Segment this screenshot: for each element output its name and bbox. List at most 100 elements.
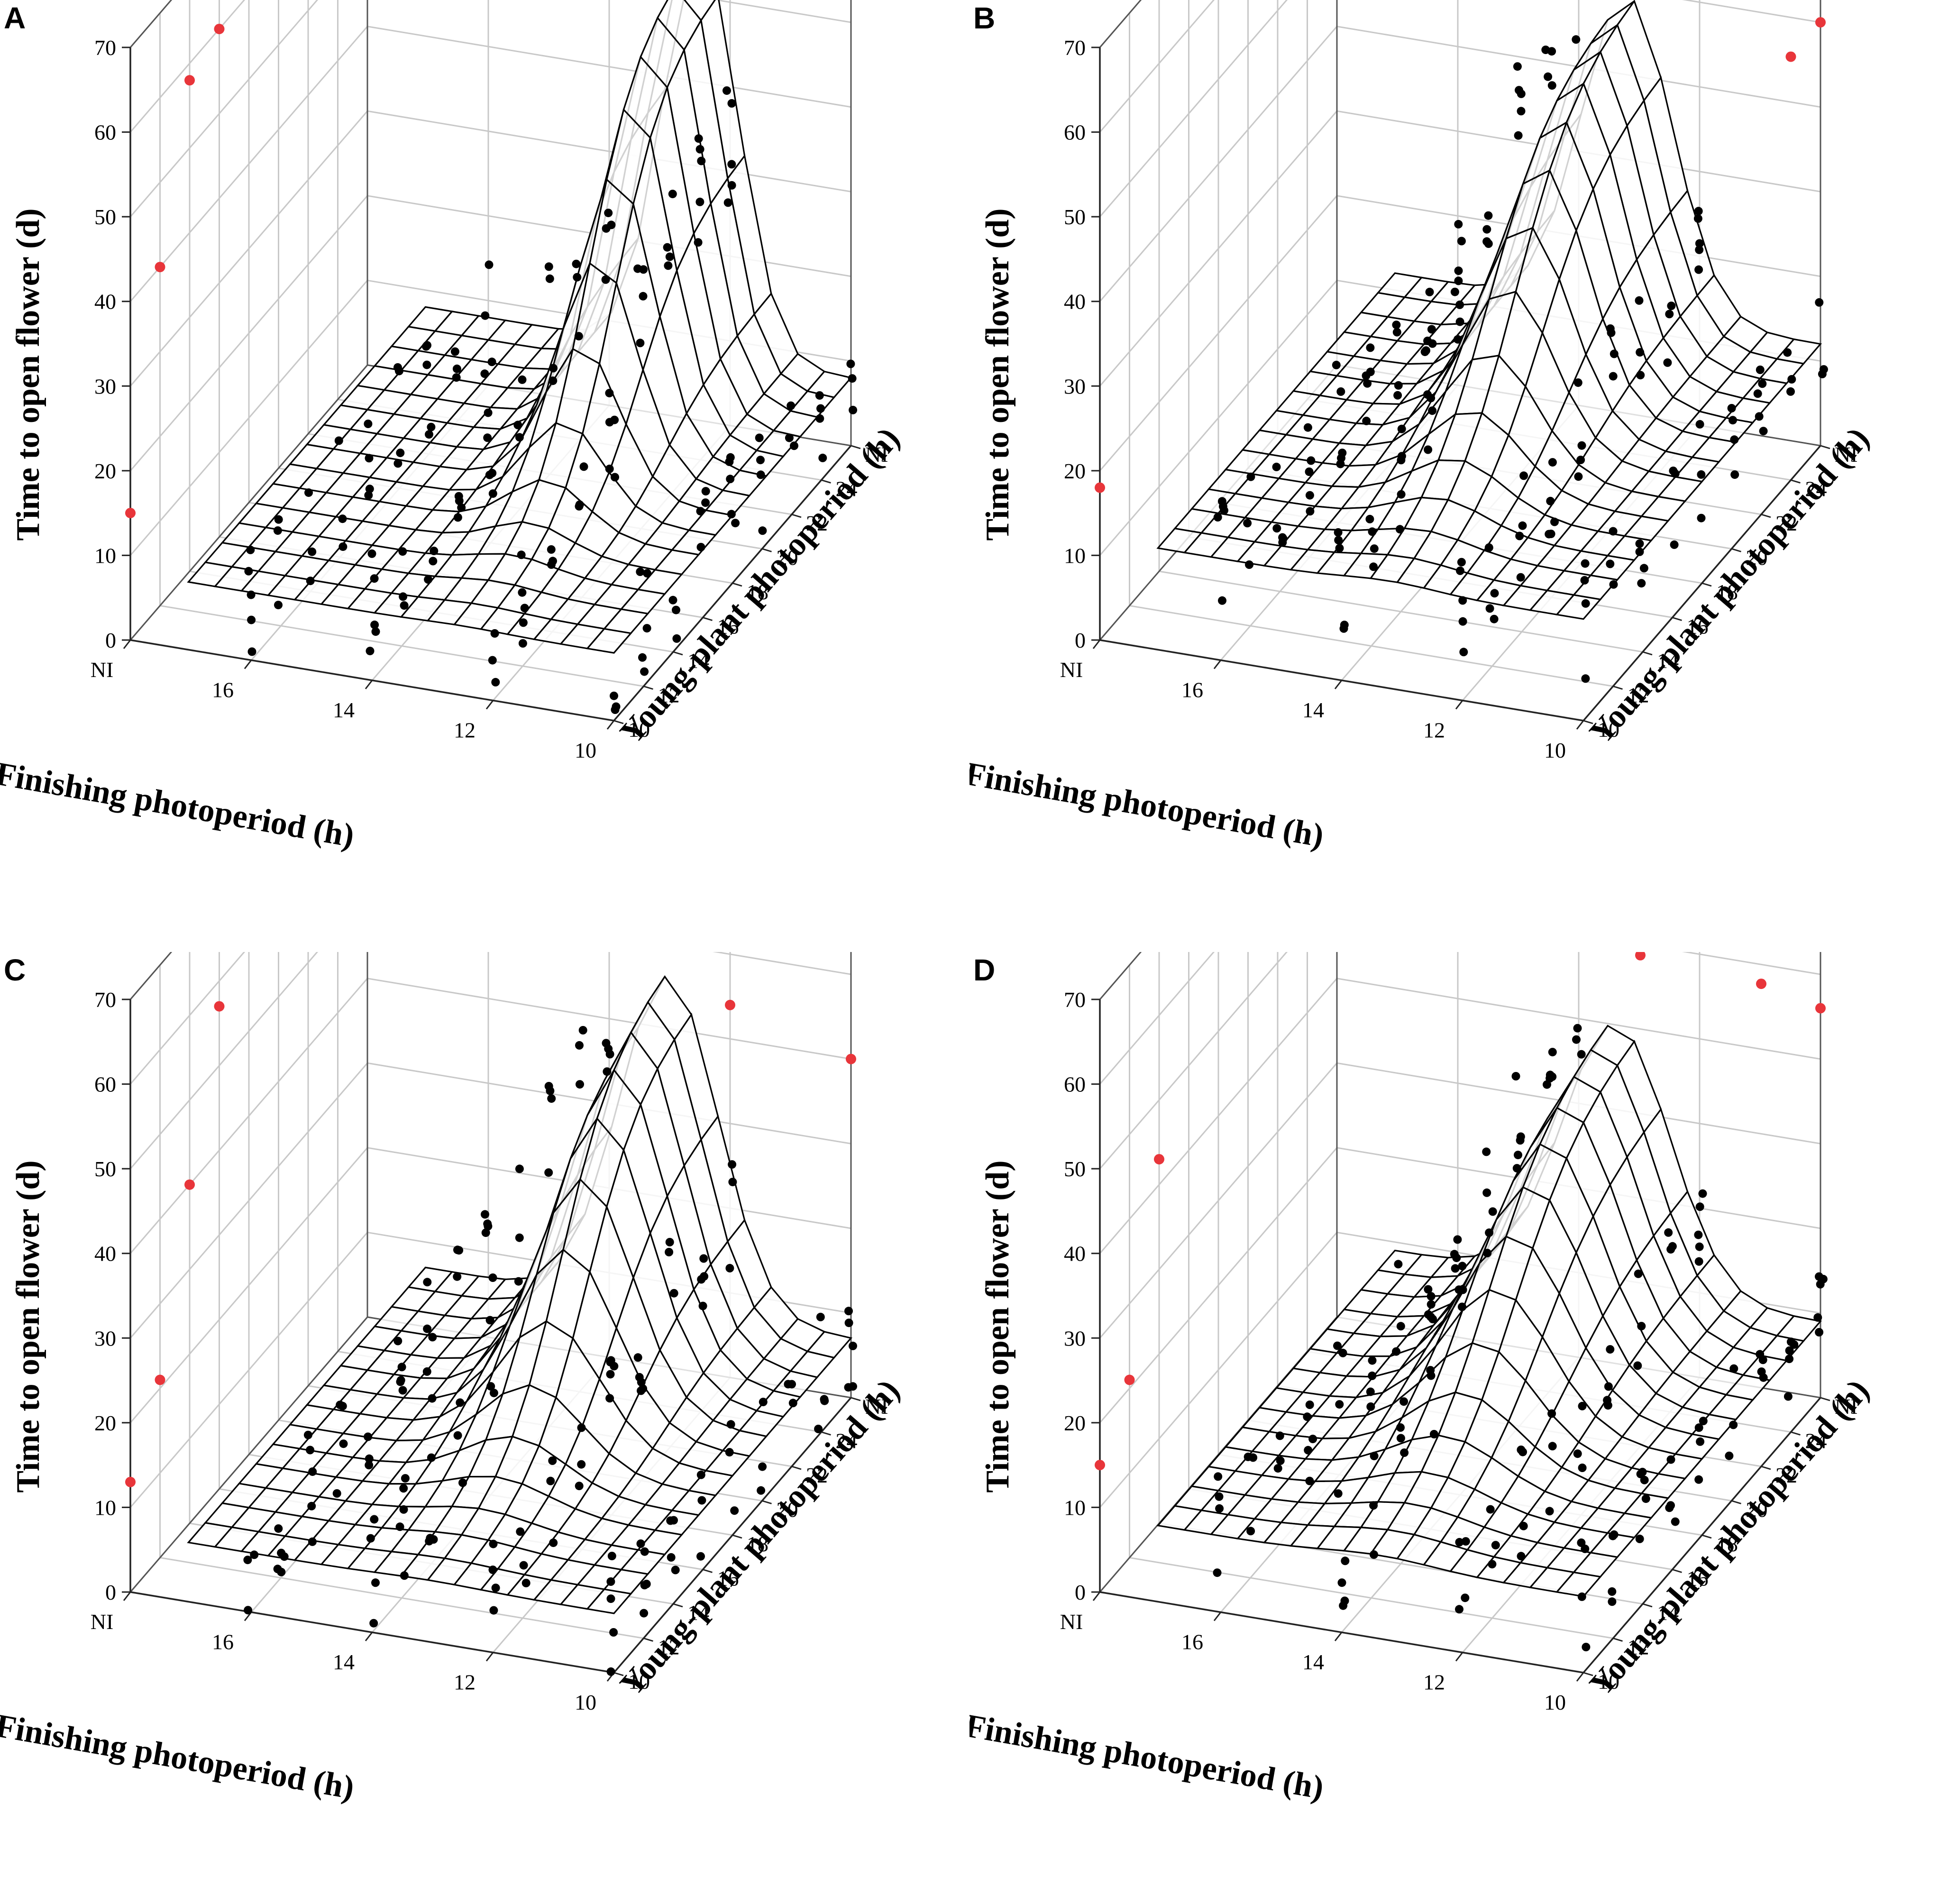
data-point xyxy=(1515,531,1524,540)
data-point xyxy=(1455,300,1464,309)
data-point xyxy=(1243,519,1252,528)
z-tick-label: 50 xyxy=(1064,205,1086,229)
data-point xyxy=(1813,1313,1822,1322)
data-point xyxy=(758,526,767,535)
data-point xyxy=(633,1353,642,1362)
data-point xyxy=(1275,1431,1284,1440)
data-point xyxy=(244,1606,253,1615)
data-point xyxy=(696,507,705,516)
data-point xyxy=(1458,596,1467,605)
data-point xyxy=(606,1667,615,1676)
data-point xyxy=(1634,1269,1643,1278)
data-point xyxy=(1694,1257,1703,1266)
data-point xyxy=(1517,1552,1526,1561)
data-point xyxy=(519,618,528,627)
data-point xyxy=(1461,1593,1470,1602)
data-point xyxy=(1420,348,1429,357)
data-point xyxy=(1577,1538,1586,1547)
z-tick-label: 60 xyxy=(1064,1072,1086,1097)
data-point xyxy=(481,1228,490,1237)
data-point xyxy=(725,1448,734,1457)
data-point xyxy=(549,557,557,566)
data-point xyxy=(1729,416,1737,425)
z-tick-label: 50 xyxy=(1064,1157,1086,1181)
data-point xyxy=(547,545,556,554)
data-point xyxy=(427,1453,436,1462)
data-point xyxy=(638,653,647,662)
data-point xyxy=(1427,1300,1436,1309)
surface-cell xyxy=(1555,1571,1602,1598)
data-point xyxy=(1455,317,1464,326)
y-tick-label: 14 xyxy=(687,649,709,673)
data-point xyxy=(1694,1423,1703,1432)
data-point xyxy=(364,1432,373,1441)
data-point xyxy=(725,1263,734,1272)
data-point xyxy=(1249,1453,1258,1462)
ni-data-point xyxy=(1756,979,1766,989)
data-point xyxy=(665,252,674,261)
data-point xyxy=(1456,566,1464,575)
data-point xyxy=(756,470,765,479)
data-point xyxy=(1578,1464,1587,1472)
data-point xyxy=(1429,1430,1438,1438)
x-axis-label: Finishing photoperiod (h) xyxy=(970,1707,1326,1806)
data-point xyxy=(1546,496,1555,505)
data-point xyxy=(481,311,490,320)
ni-data-point xyxy=(184,75,195,86)
y-tick-label: 22 xyxy=(806,1463,828,1487)
data-point xyxy=(517,550,526,559)
ni-data-point xyxy=(725,999,735,1010)
data-point xyxy=(668,190,677,199)
data-point xyxy=(518,375,527,384)
data-point xyxy=(639,292,648,301)
data-point xyxy=(549,364,558,373)
data-point xyxy=(457,503,466,512)
z-tick-label: 20 xyxy=(1064,1411,1086,1435)
y-tick-label: 14 xyxy=(1657,1601,1679,1625)
data-point xyxy=(1756,1350,1765,1359)
data-point xyxy=(1519,471,1528,480)
data-point xyxy=(1815,298,1824,307)
data-point xyxy=(1573,378,1582,387)
data-point xyxy=(1636,348,1645,357)
data-point xyxy=(1336,459,1345,468)
data-point xyxy=(1694,1475,1703,1484)
data-point xyxy=(1366,343,1375,352)
data-point xyxy=(1730,470,1739,479)
data-point xyxy=(1784,1392,1793,1401)
data-point xyxy=(371,627,380,636)
x-tick-label: 16 xyxy=(1181,678,1203,702)
z-axis-label: Time to open flower (d) xyxy=(979,1160,1016,1492)
data-point xyxy=(1544,72,1553,81)
data-point xyxy=(1610,349,1619,358)
y-tick-label: 24 xyxy=(1805,1429,1827,1453)
data-point xyxy=(338,542,348,551)
data-point xyxy=(396,1376,405,1385)
x-tick-label: NI xyxy=(91,658,114,682)
ni-data-point xyxy=(184,1179,195,1190)
data-point xyxy=(1370,1550,1378,1559)
z-tick-label: 40 xyxy=(94,1242,116,1266)
x-tick-label: 10 xyxy=(1544,738,1566,762)
x-tick-label: 12 xyxy=(1423,1670,1445,1694)
data-point xyxy=(485,260,494,269)
data-point xyxy=(1215,1492,1224,1501)
y-tick-label: 16 xyxy=(1687,1566,1709,1591)
data-point xyxy=(728,1178,737,1187)
data-point xyxy=(1694,265,1703,274)
data-point xyxy=(1485,1228,1494,1237)
data-point xyxy=(1667,302,1676,311)
data-point xyxy=(759,1398,768,1407)
data-point xyxy=(1548,1072,1557,1081)
x-tick-label: 14 xyxy=(1302,1650,1324,1674)
data-point xyxy=(728,1160,737,1169)
data-point xyxy=(1727,404,1736,412)
data-point xyxy=(1490,614,1499,623)
data-point xyxy=(453,1431,462,1440)
surface-cell xyxy=(1555,594,1602,620)
data-point xyxy=(1370,1452,1379,1461)
data-point xyxy=(1486,1505,1495,1514)
data-point xyxy=(606,1370,615,1379)
data-point xyxy=(1815,1328,1824,1336)
data-point xyxy=(1610,1530,1619,1539)
